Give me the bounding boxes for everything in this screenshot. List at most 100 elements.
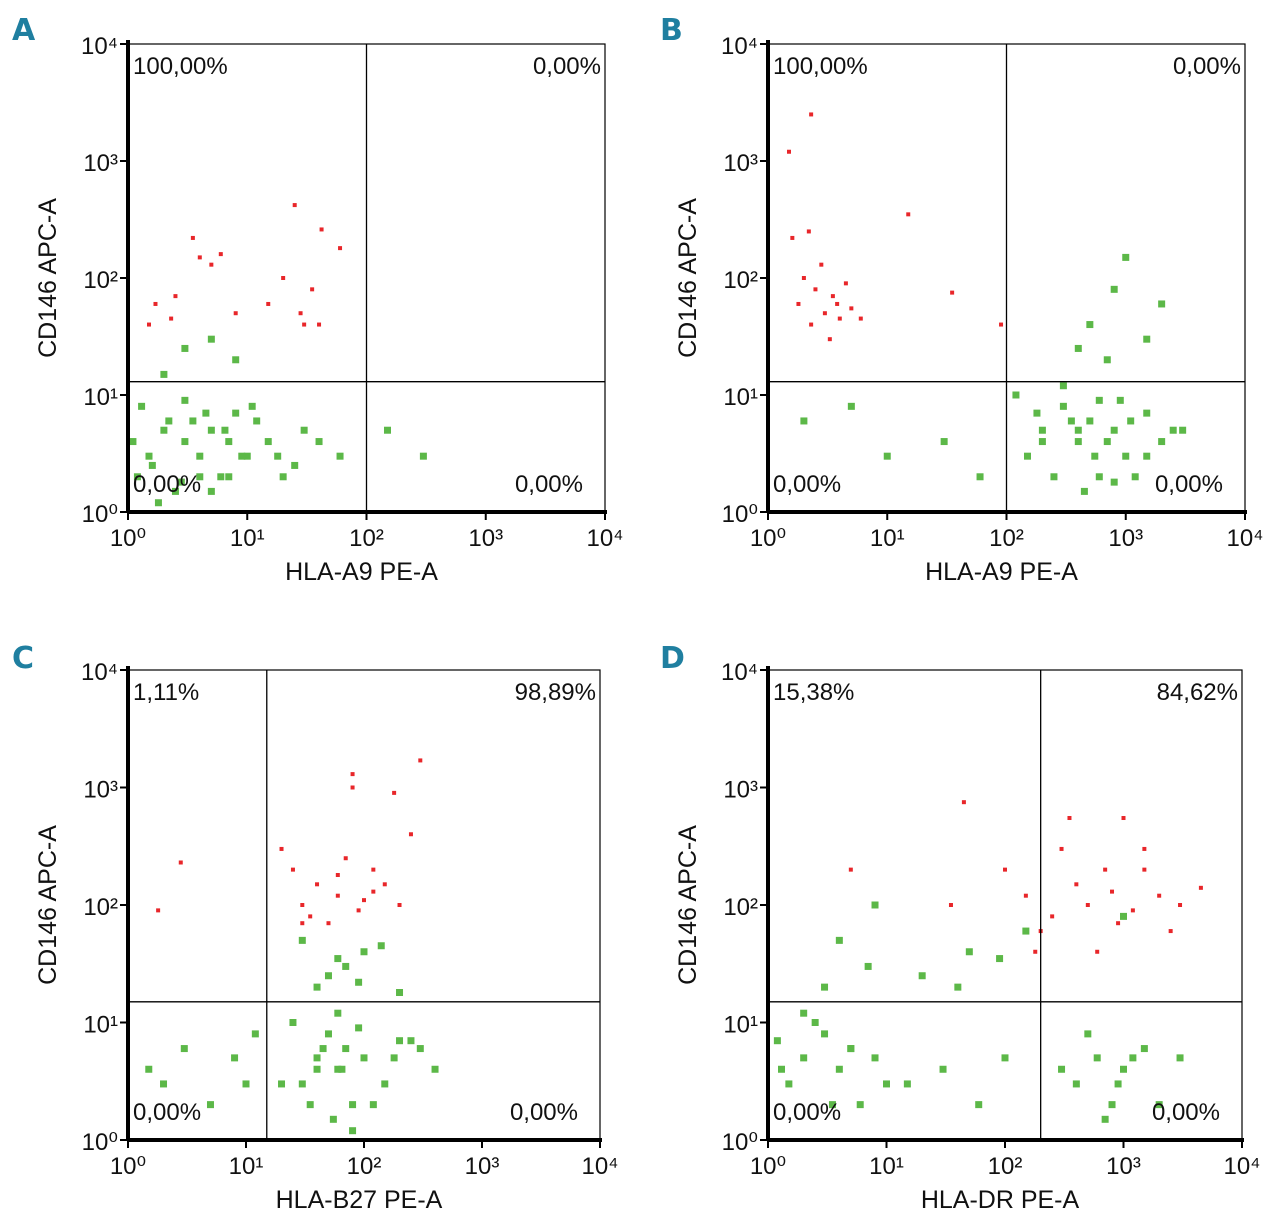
event-dot <box>1023 893 1028 898</box>
event-dot <box>355 1024 363 1032</box>
event-dot <box>1086 321 1094 329</box>
event-dot <box>1121 816 1126 821</box>
quadrant-label: 84,62% <box>1157 679 1238 706</box>
event-dot <box>1127 417 1135 425</box>
event-dot <box>334 1009 342 1017</box>
event-dot <box>835 936 843 944</box>
event-dot <box>1108 1101 1116 1109</box>
event-dot <box>181 396 189 404</box>
event-dot <box>207 335 215 343</box>
y-tick-label: 10⁰ <box>82 1129 118 1156</box>
quadrant-label: 0,00% <box>515 471 583 498</box>
event-dot <box>800 1009 808 1017</box>
event-dot <box>408 832 413 837</box>
event-dot <box>300 903 305 907</box>
y-tick-label: 10⁰ <box>722 501 758 528</box>
event-dot <box>790 235 795 240</box>
event-dot <box>181 344 189 352</box>
y-tick-label: 10² <box>83 894 118 921</box>
event-dot <box>397 903 402 907</box>
x-tick-label: 10⁰ <box>110 1153 146 1180</box>
event-dot <box>1116 396 1124 404</box>
event-dot <box>396 1037 404 1045</box>
event-dot <box>843 281 848 286</box>
x-tick-label: 10¹ <box>869 1153 904 1180</box>
x-tick-label: 10⁰ <box>750 525 786 552</box>
event-dot <box>253 417 261 425</box>
quadrant-label: 100,00% <box>773 53 868 80</box>
y-axis-label: CD146 APC-A <box>674 825 702 985</box>
event-dot <box>160 426 168 434</box>
event-dot <box>903 1080 911 1088</box>
event-dot <box>1143 335 1151 343</box>
event-dot <box>835 1065 843 1073</box>
event-dot <box>883 452 891 460</box>
event-dot <box>1103 438 1111 446</box>
event-dot <box>160 1080 168 1088</box>
event-dot <box>813 287 818 292</box>
event-dot <box>238 452 246 460</box>
y-axis-label: CD146 APC-A <box>674 198 702 358</box>
event-dot <box>830 294 835 299</box>
quadrant-label: 0,00% <box>133 471 201 498</box>
event-dot <box>1110 478 1118 486</box>
event-dot <box>773 1037 781 1045</box>
event-dot <box>279 846 284 851</box>
x-tick-label: 10³ <box>1106 1153 1141 1180</box>
event-dot <box>1179 426 1187 434</box>
panel-label: B <box>660 13 683 48</box>
event-dot <box>298 1080 306 1088</box>
panel-label: D <box>660 641 685 676</box>
event-dot <box>1155 1101 1163 1109</box>
event-dot <box>133 473 141 481</box>
y-tick-label: 10⁴ <box>721 659 758 686</box>
y-tick-label: 10³ <box>723 150 758 177</box>
event-dot <box>1140 1045 1148 1053</box>
event-dot <box>381 1080 389 1088</box>
event-dot <box>298 936 306 944</box>
event-dot <box>336 452 344 460</box>
event-dot <box>1101 1115 1109 1123</box>
event-dot <box>1110 426 1118 434</box>
event-dot <box>1110 889 1115 894</box>
event-dot <box>232 409 240 417</box>
y-tick-label: 10¹ <box>83 1012 118 1039</box>
event-dot <box>809 322 814 327</box>
quadrant-label: 15,38% <box>773 679 854 706</box>
event-dot <box>1131 473 1139 481</box>
event-dot <box>315 438 323 446</box>
event-dot <box>180 1045 188 1053</box>
event-dot <box>416 1045 424 1053</box>
y-axis-label: CD146 APC-A <box>34 825 62 985</box>
event-dot <box>371 889 376 894</box>
y-tick-label: 10³ <box>83 150 118 177</box>
quadrant-label: 100,00% <box>133 53 228 80</box>
event-dot <box>369 1101 377 1109</box>
event-dot <box>1022 927 1030 935</box>
event-dot <box>407 1037 415 1045</box>
y-tick-label: 10⁰ <box>82 501 118 528</box>
event-dot <box>871 901 879 909</box>
event-dot <box>1158 300 1166 308</box>
event-dot <box>289 1019 297 1026</box>
plot-frame <box>127 669 601 1141</box>
event-dot <box>292 203 297 208</box>
event-dot <box>1080 487 1088 495</box>
event-dot <box>1067 816 1072 821</box>
event-dot <box>1095 949 1100 954</box>
event-dot <box>181 438 189 446</box>
event-dot <box>999 322 1004 327</box>
event-dot <box>961 800 966 805</box>
x-tick-label: 10¹ <box>230 525 265 552</box>
event-dot <box>342 1045 350 1053</box>
x-tick-label: 10⁴ <box>1223 1153 1260 1180</box>
y-tick-label: 10⁰ <box>722 1129 758 1156</box>
x-axis-label: HLA-DR PE-A <box>921 1186 1080 1214</box>
event-dot <box>1103 867 1108 872</box>
event-dot <box>1142 846 1147 851</box>
event-dot <box>207 426 215 434</box>
event-dot <box>940 438 948 446</box>
event-dot <box>849 306 854 311</box>
event-dot <box>811 1019 819 1026</box>
